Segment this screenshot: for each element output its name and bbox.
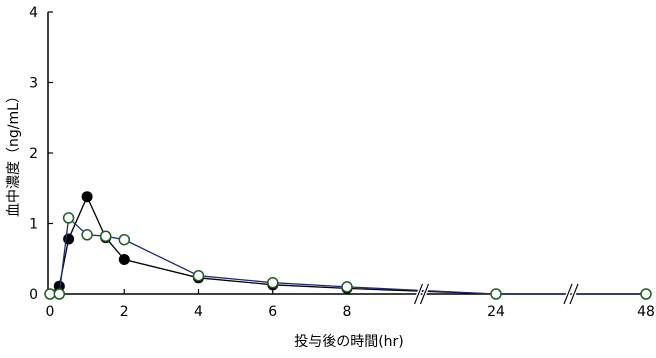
series-1-line <box>49 195 646 295</box>
series-2-point <box>81 229 93 241</box>
series-layer <box>44 191 652 300</box>
y-tick-label: 2 <box>29 146 38 162</box>
y-axis-title: 血中濃度（ng/mL） <box>6 89 22 217</box>
x-tick-label: 8 <box>343 304 352 320</box>
axis-break-mark <box>562 283 580 305</box>
y-tick-label: 4 <box>29 5 38 21</box>
series-2-point <box>192 269 205 282</box>
series-2-point <box>99 230 112 242</box>
x-tick-label: 6 <box>268 304 277 320</box>
x-tick-label: 0 <box>46 304 55 320</box>
series-2-point <box>490 288 502 300</box>
series-2-point <box>53 288 66 300</box>
y-tick-label: 3 <box>29 76 38 92</box>
x-tick-label: 48 <box>637 304 655 320</box>
series-2-point <box>44 288 56 300</box>
axis-breaks <box>412 283 580 305</box>
series-2-point <box>640 288 652 300</box>
x-axis-title: 投与後の時間(hr) <box>294 334 404 350</box>
series-2-point <box>118 233 131 246</box>
series-2-point <box>341 281 353 293</box>
series-1-point <box>118 254 130 265</box>
series-1-point <box>81 191 93 203</box>
series-2-point <box>62 212 75 224</box>
series-2 <box>44 212 652 300</box>
y-tick-label: 1 <box>29 217 38 233</box>
y-axis-ticks: 0 1 2 3 4 <box>29 5 53 303</box>
x-tick-label: 24 <box>487 304 505 320</box>
axes <box>47 12 648 295</box>
axis-break-mark <box>412 283 431 305</box>
x-tick-label: 2 <box>120 304 129 320</box>
series-2-point <box>267 276 279 289</box>
x-tick-label: 4 <box>194 304 203 320</box>
y-tick-label: 0 <box>29 287 38 303</box>
